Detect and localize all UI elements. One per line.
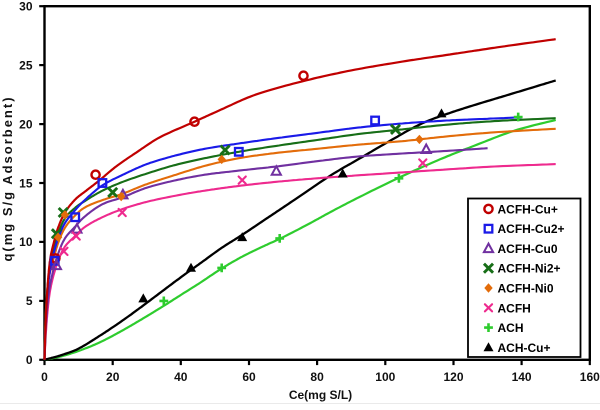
svg-text:ACFH: ACFH [498, 301, 531, 315]
svg-text:ACH: ACH [498, 321, 524, 335]
svg-text:100: 100 [375, 370, 395, 384]
svg-text:Ce(mg S/L): Ce(mg S/L) [289, 388, 352, 402]
svg-text:25: 25 [19, 58, 33, 72]
svg-text:30: 30 [19, 0, 33, 14]
svg-text:20: 20 [19, 117, 33, 131]
svg-text:15: 15 [19, 176, 33, 190]
svg-text:120: 120 [443, 370, 463, 384]
svg-text:160: 160 [580, 370, 600, 384]
svg-text:0: 0 [41, 370, 48, 384]
svg-text:60: 60 [242, 370, 256, 384]
svg-text:10: 10 [19, 235, 33, 249]
svg-text:80: 80 [310, 370, 324, 384]
svg-text:ACFH-Cu2+: ACFH-Cu2+ [498, 222, 565, 236]
svg-text:ACFH-Ni2+: ACFH-Ni2+ [498, 262, 561, 276]
svg-text:5: 5 [26, 294, 33, 308]
svg-text:0: 0 [26, 353, 33, 367]
svg-text:ACH-Cu+: ACH-Cu+ [498, 341, 551, 355]
svg-text:20: 20 [106, 370, 120, 384]
svg-text:ACFH-Cu+: ACFH-Cu+ [498, 202, 558, 216]
svg-text:140: 140 [512, 370, 532, 384]
svg-text:ACFH-Cu0: ACFH-Cu0 [498, 242, 558, 256]
svg-text:40: 40 [174, 370, 188, 384]
svg-text:ACFH-Ni0: ACFH-Ni0 [498, 282, 554, 296]
svg-text:q(mg S/g Adsorbent): q(mg S/g Adsorbent) [0, 95, 15, 261]
